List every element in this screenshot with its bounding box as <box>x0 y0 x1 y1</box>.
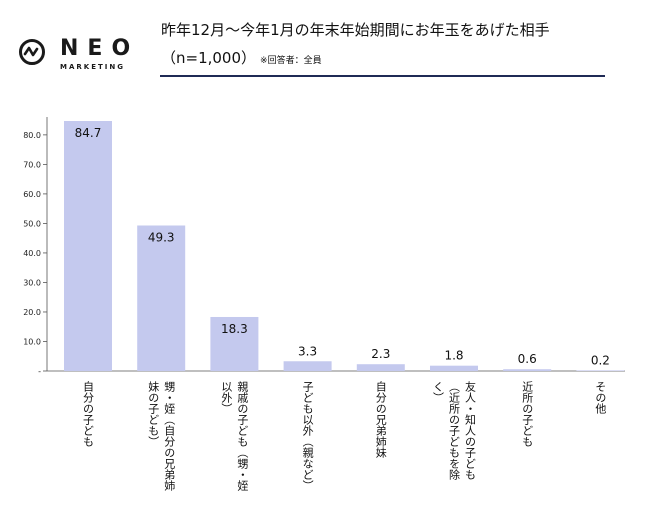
x-category-label: 近所の子ども <box>521 381 534 447</box>
bar <box>64 121 112 371</box>
bar-value-label: 49.3 <box>148 230 175 244</box>
logo-mark-icon <box>19 39 45 65</box>
bar-value-label: 0.6 <box>518 352 537 366</box>
bar-value-label: 3.3 <box>298 344 317 358</box>
y-tick-label: 50.0 <box>23 219 41 228</box>
y-tick-label: 20.0 <box>23 308 41 317</box>
bar <box>576 370 625 371</box>
header-rule <box>160 75 605 77</box>
respondent-note: ※回答者：全員 <box>260 56 322 66</box>
bars: 84.7 49.3 18.3 3.3 2.3 1.8 0.6 0.2 <box>64 121 625 371</box>
y-tick-label: 30.0 <box>23 278 41 287</box>
logo-wordmark: NEO <box>60 36 140 61</box>
x-category-label: 以外） <box>220 381 233 414</box>
x-category-label: 友人・知人の子ども <box>464 380 477 480</box>
x-category-label: その他 <box>594 381 607 414</box>
y-tick-label: 70.0 <box>23 160 41 169</box>
neo-marketing-logo: NEO MARKETING <box>18 36 138 80</box>
bar <box>356 364 405 371</box>
bar-value-label: 18.3 <box>221 322 248 336</box>
bar-value-label: 2.3 <box>371 347 390 361</box>
y-tick-label: 80.0 <box>23 131 41 140</box>
chart-subtitle-row: （n=1,000） ※回答者：全員 <box>161 47 322 68</box>
sample-size: （n=1,000） <box>161 49 257 67</box>
x-category-label: 自分の子ども <box>82 381 95 447</box>
y-tick-label: 40.0 <box>23 249 41 258</box>
bar <box>503 369 552 371</box>
y-tick-label: 10.0 <box>23 337 41 346</box>
x-category-label: く） <box>432 381 445 403</box>
chart-title: 昨年12月～今年1月の年末年始期間にお年玉をあげた相手 <box>161 21 550 39</box>
x-category-label: 親戚の子ども（甥・姪 <box>236 381 249 492</box>
bar-value-label: 1.8 <box>444 349 463 363</box>
x-category-label: （近所の子どもを除 <box>448 381 461 480</box>
bar <box>430 365 478 371</box>
y-tick-label: - <box>38 367 41 376</box>
bar-value-label: 84.7 <box>75 126 102 140</box>
bar <box>210 316 259 371</box>
y-tick-label: 60.0 <box>23 190 41 199</box>
y-axis: - 10.0 20.0 30.0 40.0 50.0 60.0 70.0 80.0 <box>23 117 625 376</box>
logo-subtext: MARKETING <box>60 63 125 71</box>
x-category-label: 甥・姪（自分の兄弟姉 <box>163 381 176 491</box>
bar-value-label: 0.2 <box>591 353 610 367</box>
bar <box>283 361 332 371</box>
x-category-label: 自分の兄弟姉妹 <box>374 381 387 459</box>
x-category-label: 子ども以外（親など） <box>301 381 314 491</box>
x-category-label: 妹の子ども） <box>147 381 160 447</box>
bar <box>137 225 186 371</box>
